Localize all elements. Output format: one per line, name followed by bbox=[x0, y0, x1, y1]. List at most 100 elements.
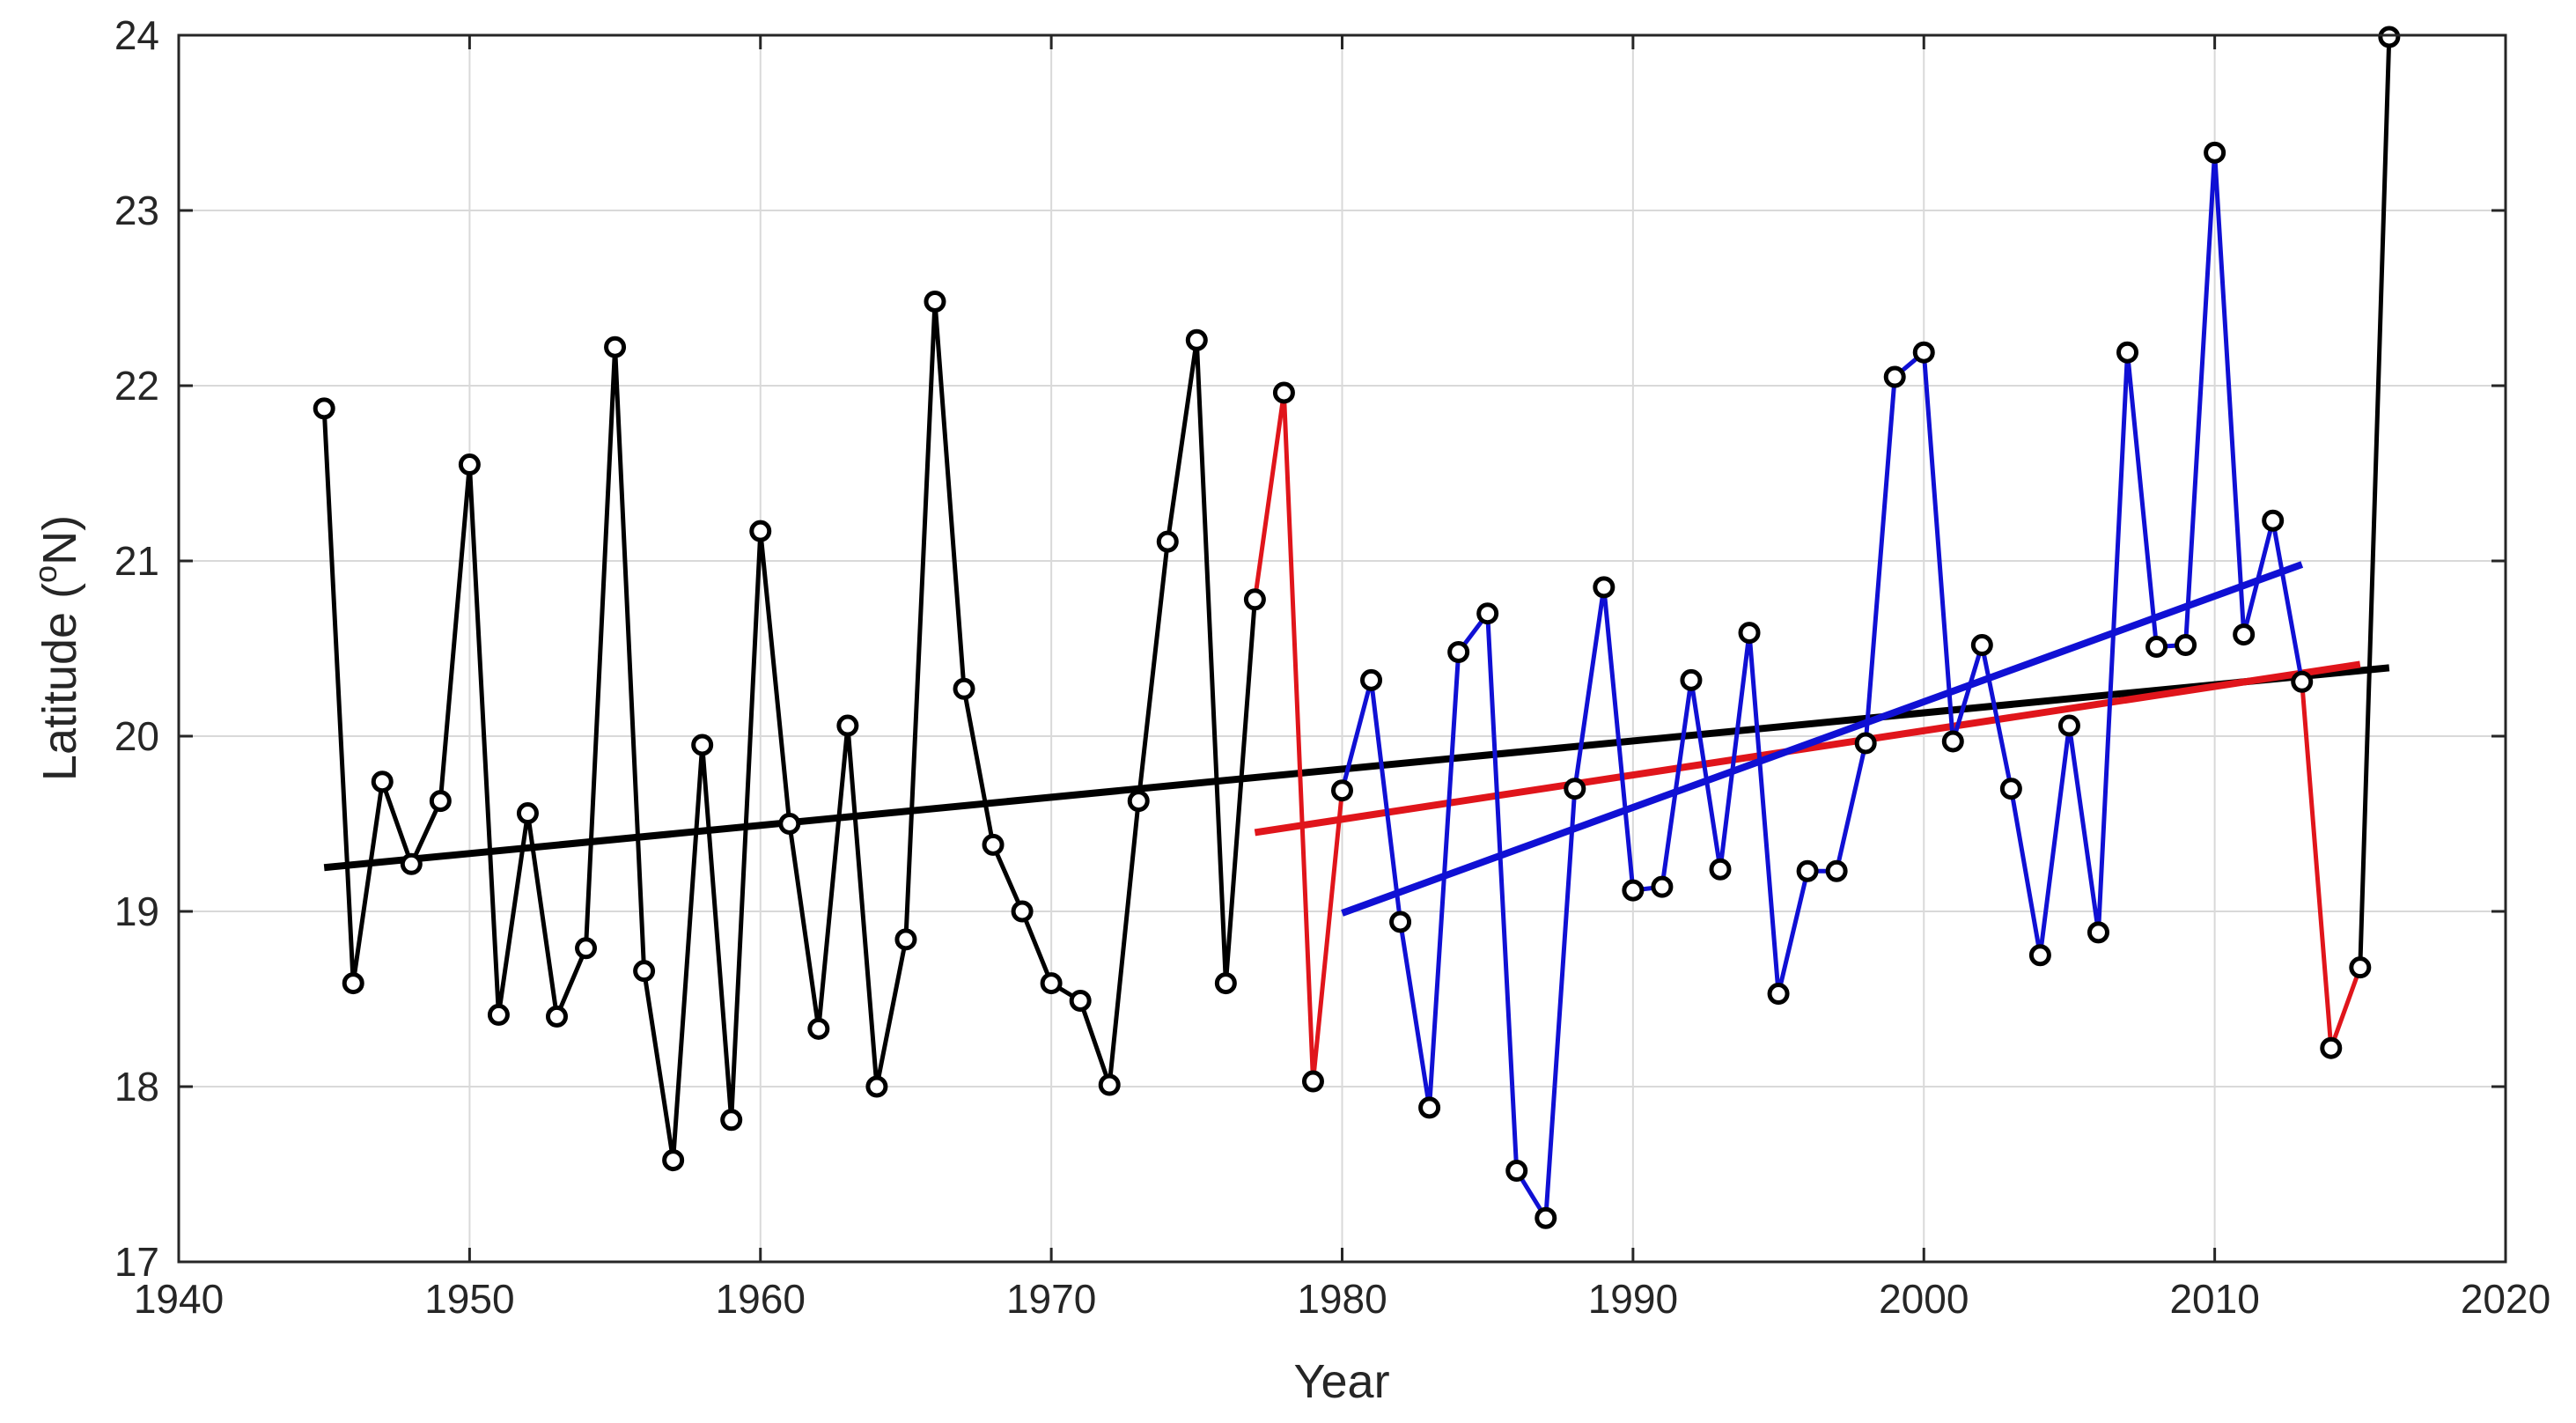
data-point-marker bbox=[1389, 911, 1412, 933]
data-point-marker bbox=[545, 1005, 568, 1028]
data-point-marker bbox=[516, 802, 539, 825]
x-axis-label: Year bbox=[1293, 1355, 1389, 1408]
data-point-marker bbox=[2378, 26, 2401, 48]
x-tick-label: 1990 bbox=[1588, 1276, 1678, 1322]
y-tick-label: 23 bbox=[114, 188, 159, 233]
data-point-marker bbox=[371, 770, 394, 793]
data-point-marker bbox=[633, 960, 656, 983]
data-point-marker bbox=[1825, 859, 1848, 882]
data-point-marker bbox=[953, 677, 975, 700]
red-trend bbox=[1254, 660, 2361, 837]
data-point-marker bbox=[778, 813, 801, 835]
data-point-marker bbox=[1970, 634, 1993, 657]
x-tick-label: 2020 bbox=[2461, 1276, 2550, 1322]
y-axis-label-end: N) bbox=[33, 515, 86, 565]
data-point-marker bbox=[1127, 790, 1150, 813]
data-point-marker bbox=[1011, 900, 1034, 923]
data-point-marker bbox=[487, 1003, 510, 1026]
y-tick-label: 21 bbox=[114, 538, 159, 584]
data-point-marker bbox=[1738, 622, 1761, 645]
data-point-marker bbox=[2028, 944, 2051, 967]
data-point-marker bbox=[458, 453, 481, 476]
y-axis-label-main: Latitude ( bbox=[33, 583, 86, 781]
data-point-marker bbox=[2320, 1036, 2343, 1059]
data-point-marker bbox=[865, 1075, 888, 1098]
data-point-marker bbox=[2349, 956, 2372, 979]
data-point-marker bbox=[2291, 670, 2314, 693]
data-point-marker bbox=[1796, 859, 1819, 882]
data-point-marker bbox=[2057, 714, 2080, 737]
data-point-marker bbox=[1680, 668, 1703, 691]
y-axis-label: Latitude (oN) bbox=[27, 515, 86, 781]
data-point-marker bbox=[2087, 921, 2109, 944]
data-point-marker bbox=[1331, 779, 1353, 802]
y-axis-label-sup: o bbox=[27, 565, 63, 583]
y-tick-label: 24 bbox=[114, 12, 159, 58]
data-point-marker bbox=[1709, 858, 1732, 881]
data-point-marker bbox=[1301, 1070, 1324, 1093]
data-point-marker bbox=[1941, 730, 1964, 753]
black-series-line bbox=[321, 299, 1257, 1163]
y-tick-label: 19 bbox=[114, 888, 159, 934]
y-tick-label: 18 bbox=[114, 1064, 159, 1110]
data-point-marker bbox=[2175, 634, 2197, 657]
x-tick-label: 2010 bbox=[2169, 1276, 2259, 1322]
data-point-marker bbox=[836, 714, 859, 737]
data-point-marker bbox=[1593, 576, 1616, 599]
data-point-marker bbox=[749, 520, 772, 542]
y-tick-label: 20 bbox=[114, 713, 159, 759]
data-point-marker bbox=[604, 335, 627, 358]
data-point-marker bbox=[1476, 602, 1499, 625]
red-series-line bbox=[1252, 390, 1344, 1084]
x-tick-label: 1980 bbox=[1297, 1276, 1387, 1322]
data-point-marker bbox=[1651, 875, 1674, 898]
data-point-marker bbox=[1040, 972, 1063, 995]
data-point-marker bbox=[1535, 1206, 1557, 1229]
data-point-marker bbox=[1156, 530, 1179, 553]
data-point-marker bbox=[2262, 509, 2285, 532]
black-trend bbox=[323, 664, 2390, 872]
data-point-marker bbox=[400, 852, 423, 875]
data-point-marker bbox=[1243, 588, 1266, 611]
data-point-marker bbox=[1912, 341, 1935, 364]
y-tick-label: 22 bbox=[114, 363, 159, 409]
data-point-marker bbox=[1999, 778, 2022, 800]
data-point-marker bbox=[691, 734, 714, 756]
data-point-marker bbox=[2145, 636, 2168, 659]
data-point-marker bbox=[1418, 1096, 1441, 1119]
data-point-marker bbox=[720, 1109, 743, 1132]
data-point-marker bbox=[429, 790, 452, 813]
data-point-marker bbox=[1564, 778, 1586, 800]
data-point-marker bbox=[313, 397, 335, 420]
data-point-marker bbox=[1883, 365, 1906, 388]
data-point-marker bbox=[1069, 989, 1092, 1012]
data-point-marker bbox=[1272, 381, 1295, 404]
black-series-end-line bbox=[2358, 36, 2392, 968]
data-point-marker bbox=[662, 1149, 685, 1172]
data-point-marker bbox=[2233, 623, 2256, 646]
data-point-marker bbox=[1767, 983, 1790, 1006]
data-point-marker bbox=[807, 1017, 830, 1040]
data-point-marker bbox=[1098, 1073, 1121, 1096]
data-point-marker bbox=[1185, 328, 1208, 351]
data-point-marker bbox=[1622, 879, 1645, 902]
data-point-marker bbox=[342, 972, 364, 995]
data-point-marker bbox=[982, 833, 1005, 856]
data-point-marker bbox=[924, 290, 946, 313]
data-point-marker bbox=[1447, 640, 1470, 663]
x-tick-label: 1940 bbox=[134, 1276, 224, 1322]
x-tick-label: 1970 bbox=[1006, 1276, 1096, 1322]
y-tick-label: 17 bbox=[114, 1239, 159, 1285]
tick-layer: 1940 1950 1960 1970 1980 1990 2000 2010 2020 17 18… bbox=[114, 12, 2550, 1322]
series-layer bbox=[321, 36, 2392, 1220]
data-point-marker bbox=[1360, 668, 1383, 691]
data-point-marker bbox=[2204, 141, 2226, 164]
data-point-marker bbox=[894, 928, 917, 951]
marker-layer bbox=[313, 26, 2401, 1229]
x-tick-label: 1950 bbox=[424, 1276, 514, 1322]
data-point-marker bbox=[575, 937, 598, 960]
data-point-marker bbox=[2116, 341, 2139, 364]
x-tick-label: 1960 bbox=[716, 1276, 806, 1322]
data-point-marker bbox=[1505, 1160, 1528, 1183]
